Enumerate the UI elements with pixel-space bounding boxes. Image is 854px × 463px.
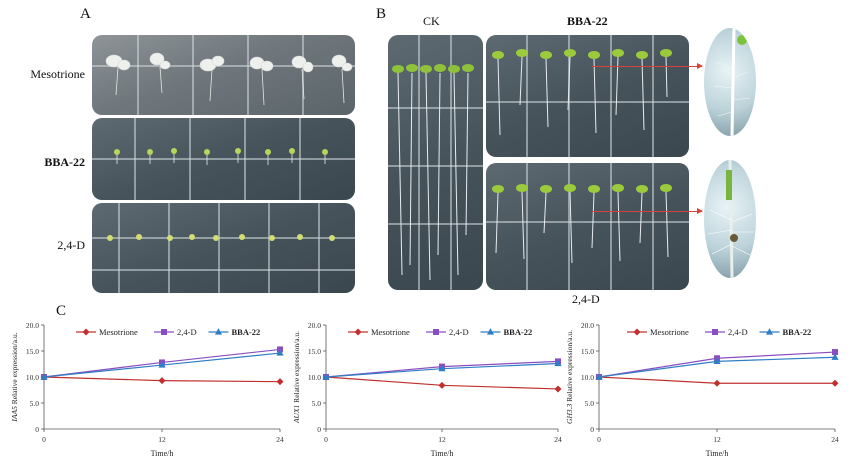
x-tick-label: 12 [438, 435, 446, 444]
legend-marker [161, 329, 167, 335]
legend-marker [765, 328, 774, 335]
data-point [832, 349, 838, 356]
photo-ck-plate [388, 35, 483, 290]
y-axis-units: Relative expression/a.u. [567, 330, 574, 404]
y-axis-units: Relative expression/a.u. [10, 332, 19, 406]
y-axis-label: IAA5 Relative expression/a.u. [10, 332, 19, 422]
data-point [276, 378, 284, 386]
panel-letter-a: A [80, 6, 91, 22]
x-axis-label: Time/h [706, 449, 729, 458]
data-point [831, 353, 839, 360]
y-axis-units: Relative expression/a.u. [292, 331, 301, 405]
data-point [831, 379, 839, 387]
y-tick-label: 20.0 [26, 321, 39, 330]
y-axis-gene: AUX1 [292, 405, 301, 424]
legend-marker [633, 328, 641, 336]
y-tick-label: 10.0 [308, 373, 321, 382]
seedlings-ck [392, 64, 474, 281]
legend-label: BBA-22 [783, 327, 812, 337]
y-axis-gene: GH3.3 [567, 404, 574, 424]
photo-bba22-roots-plate [486, 35, 689, 157]
photo-mesotrione-plate [92, 35, 355, 115]
legend-marker [433, 329, 439, 335]
y-axis-label: AUX1 Relative expression/a.u. [292, 331, 301, 424]
data-point [713, 357, 721, 364]
photo-24d-plate [92, 203, 355, 293]
line-chart-gh33: 0 5.0 10.0 15.0 20.0 0 12 24 Time/h GH3.3 Relativ… [567, 321, 839, 458]
label-24d: 2,4-D [572, 292, 600, 306]
y-tick-label: 5.0 [30, 399, 40, 408]
legend-marker [214, 328, 223, 335]
y-tick-label: 10.0 [581, 373, 594, 382]
zoom-root-bba22 [704, 28, 756, 136]
label-bba22: BBA-22 [567, 14, 608, 28]
x-tick-label: 12 [158, 435, 166, 444]
data-point [322, 373, 330, 380]
data-point [158, 377, 166, 385]
data-point [554, 359, 562, 367]
x-tick-label: 24 [276, 435, 284, 444]
legend-marker [354, 328, 362, 336]
legend-label: 2,4-D [728, 327, 748, 337]
seedlings-24d [107, 234, 335, 241]
photo-24d-roots-plate [486, 163, 689, 290]
legend-marker [486, 328, 495, 335]
seedlings-24d-roots [492, 184, 672, 264]
y-tick-label: 15.0 [308, 347, 321, 356]
y-tick-label: 0 [317, 425, 321, 434]
x-axis-label: Time/h [431, 449, 454, 458]
legend-label: Mesotrione [371, 327, 410, 337]
data-point [276, 349, 284, 356]
legend-label: 2,4-D [177, 327, 197, 337]
y-tick-label: 5.0 [312, 399, 322, 408]
y-tick-label: 5.0 [585, 399, 595, 408]
x-tick-label: 12 [713, 435, 721, 444]
data-point [713, 379, 721, 387]
line-chart-aux1: 0 5.0 10.0 15.0 20.0 0 12 24 Time/h AUX1 Relative… [292, 321, 562, 458]
legend-label: Mesotrione [99, 327, 138, 337]
y-tick-label: 15.0 [581, 347, 594, 356]
x-axis-label: Time/h [151, 449, 174, 458]
panel-letter-c: C [56, 303, 67, 319]
y-tick-label: 0 [35, 425, 39, 434]
legend-label: Mesotrione [650, 327, 689, 337]
label-ck: CK [423, 14, 440, 28]
seedlings-bba22-roots [492, 49, 672, 136]
data-point [158, 361, 166, 368]
legend-marker [82, 328, 90, 336]
y-axis-label: GH3.3 Relative expression/a.u. [567, 330, 574, 424]
row-label-bba22: BBA-22 [44, 155, 85, 169]
row-label-mesotrione: Mesotrione [30, 67, 85, 81]
legend-label: 2,4-D [449, 327, 469, 337]
data-point [438, 381, 446, 389]
zoom-arrow-24d [592, 208, 703, 214]
x-tick-label: 24 [554, 435, 562, 444]
legend-label: BBA-22 [232, 327, 261, 337]
line-chart-iaa5: 0 5.0 10.0 15.0 20.0 0 12 24 Time/h IAA5 Relative… [10, 321, 284, 458]
legend-marker [712, 329, 718, 335]
y-tick-label: 15.0 [26, 347, 39, 356]
y-tick-label: 20.0 [581, 321, 594, 330]
row-label-24d: 2,4-D [57, 238, 85, 252]
seedlings-bba22 [114, 148, 328, 165]
y-tick-label: 0 [590, 425, 594, 434]
data-point [595, 373, 603, 380]
y-tick-label: 10.0 [26, 373, 39, 382]
x-tick-label: 24 [831, 435, 839, 444]
x-tick-label: 0 [597, 435, 601, 444]
y-axis-gene: IAA5 [10, 406, 19, 423]
y-tick-label: 20.0 [308, 321, 321, 330]
zoom-root-24d [704, 160, 756, 278]
data-point [40, 373, 48, 380]
x-tick-label: 0 [42, 435, 46, 444]
legend-label: BBA-22 [504, 327, 533, 337]
data-point [438, 364, 446, 372]
panel-letter-b: B [376, 6, 387, 22]
x-tick-label: 0 [324, 435, 328, 444]
zoom-arrow-bba22 [592, 63, 703, 69]
seedlings-mesotrione [105, 52, 353, 106]
photo-bba22-plate [92, 118, 355, 200]
data-point [554, 385, 562, 393]
